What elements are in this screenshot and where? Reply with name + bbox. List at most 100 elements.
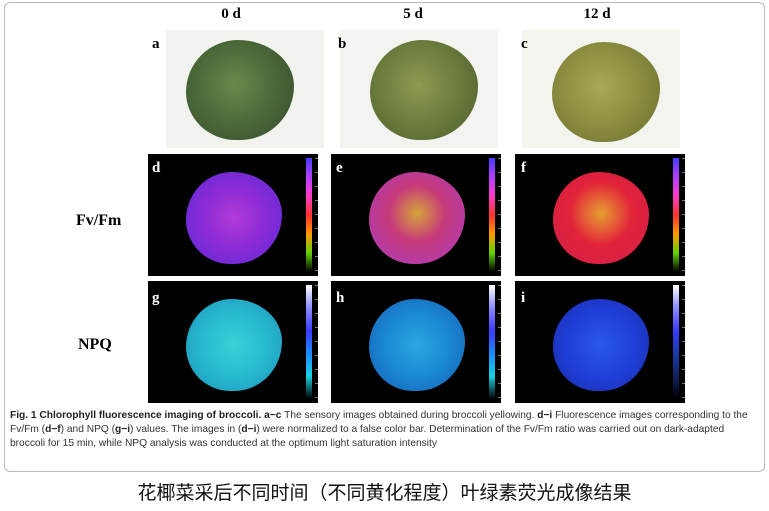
colorbar-tick (682, 299, 685, 300)
panel-letter-b: b (338, 36, 347, 52)
colorbar-tick (315, 158, 318, 159)
colorbar-tick (315, 242, 318, 243)
colorbar-tick (682, 327, 685, 328)
colorbar-tick (498, 228, 501, 229)
broccoli-photo-c (522, 30, 680, 148)
colorbar-tick (682, 256, 685, 257)
broccoli-photo-a (166, 30, 324, 148)
colorbar-ticks (312, 158, 318, 272)
colorbar-tick (498, 341, 501, 342)
colorbar-tick (315, 341, 318, 342)
colorbar-tick (498, 214, 501, 215)
colorbar-tick (315, 186, 318, 187)
colorbar-tick (498, 256, 501, 257)
fvfm-colorbar (673, 158, 679, 272)
colorbar-tick (315, 397, 318, 398)
fvfm-broccoli (553, 172, 649, 264)
broccoli-head (186, 40, 294, 140)
colorbar-ticks (679, 285, 685, 399)
panel-letter-i: i (521, 290, 526, 306)
colorbar-tick (498, 270, 501, 271)
broccoli-head (552, 42, 660, 142)
colorbar-tick (315, 270, 318, 271)
colorbar-ticks (495, 285, 501, 399)
colorbar-tick (315, 313, 318, 314)
npq-image-g (148, 281, 318, 403)
caption-bold-1: a−c (264, 410, 282, 421)
colorbar-tick (682, 158, 685, 159)
colorbar-tick (682, 383, 685, 384)
colorbar-tick (682, 242, 685, 243)
caption-text-5: ) were normalized to a false color bar. … (10, 424, 725, 450)
colorbar-tick (498, 200, 501, 201)
figure-caption: Fig. 1 Chlorophyll fluorescence imaging … (10, 409, 754, 465)
fvfm-broccoli (186, 172, 282, 264)
caption-text-2: Fluorescence images corresponding to the… (10, 410, 748, 436)
caption-text-1: The sensory images obtained during brocc… (281, 410, 538, 421)
panel-letter-d: d (152, 160, 161, 176)
panel-letter-f: f (521, 160, 526, 176)
colorbar-tick (682, 172, 685, 173)
caption-text-3: ) and NPQ ( (60, 424, 116, 436)
colorbar-tick (682, 341, 685, 342)
colorbar-tick (682, 355, 685, 356)
panel-letter-e: e (336, 160, 343, 176)
caption-bold-2: d−i (537, 410, 553, 421)
colorbar-tick (498, 242, 501, 243)
panel-letter-a: a (152, 36, 160, 52)
colorbar-tick (682, 270, 685, 271)
colorbar-ticks (312, 285, 318, 399)
npq-broccoli (553, 299, 649, 391)
colorbar-tick (682, 186, 685, 187)
colorbar-tick (498, 186, 501, 187)
colorbar-tick (315, 200, 318, 201)
row-label-fvfm: Fv/Fm (76, 212, 122, 229)
panel-letter-h: h (336, 290, 345, 306)
colorbar-tick (315, 369, 318, 370)
colorbar-tick (682, 313, 685, 314)
panel-letter-g: g (152, 290, 160, 306)
fvfm-image-f (515, 154, 685, 276)
caption-text-4: ) values. The images in ( (130, 424, 242, 436)
fvfm-colorbar (306, 158, 312, 272)
fvfm-broccoli (369, 172, 465, 264)
caption-bold-4: g−i (115, 424, 131, 436)
colorbar-tick (498, 397, 501, 398)
caption-lead: Fig. 1 Chlorophyll fluorescence imaging … (10, 410, 262, 421)
npq-broccoli (369, 299, 465, 391)
broccoli-head (370, 40, 478, 140)
colorbar-tick (315, 256, 318, 257)
colorbar-tick (315, 172, 318, 173)
colorbar-tick (315, 327, 318, 328)
npq-broccoli (186, 299, 282, 391)
caption-bold-5: d−i (241, 424, 257, 436)
colorbar-tick (498, 369, 501, 370)
colorbar-tick (682, 214, 685, 215)
npq-colorbar (489, 285, 495, 399)
column-header-12d: 12 d (583, 6, 611, 22)
colorbar-tick (498, 355, 501, 356)
colorbar-tick (315, 355, 318, 356)
fvfm-image-d (148, 154, 318, 276)
panel-letter-c: c (521, 36, 528, 52)
colorbar-tick (682, 397, 685, 398)
row-label-npq: NPQ (78, 336, 112, 353)
colorbar-tick (498, 327, 501, 328)
fvfm-image-e (331, 154, 501, 276)
colorbar-tick (682, 285, 685, 286)
colorbar-ticks (495, 158, 501, 272)
colorbar-tick (498, 172, 501, 173)
colorbar-tick (315, 214, 318, 215)
fvfm-colorbar (489, 158, 495, 272)
colorbar-tick (682, 228, 685, 229)
colorbar-tick (498, 158, 501, 159)
caption-bold-3: d−f (45, 424, 61, 436)
npq-image-h (331, 281, 501, 403)
colorbar-tick (498, 285, 501, 286)
colorbar-tick (498, 299, 501, 300)
bottom-title: 花椰菜采后不同时间（不同黄化程度）叶绿素荧光成像结果 (137, 482, 632, 504)
colorbar-tick (682, 369, 685, 370)
npq-image-i (515, 281, 685, 403)
colorbar-tick (315, 285, 318, 286)
column-header-5d: 5 d (403, 6, 423, 22)
